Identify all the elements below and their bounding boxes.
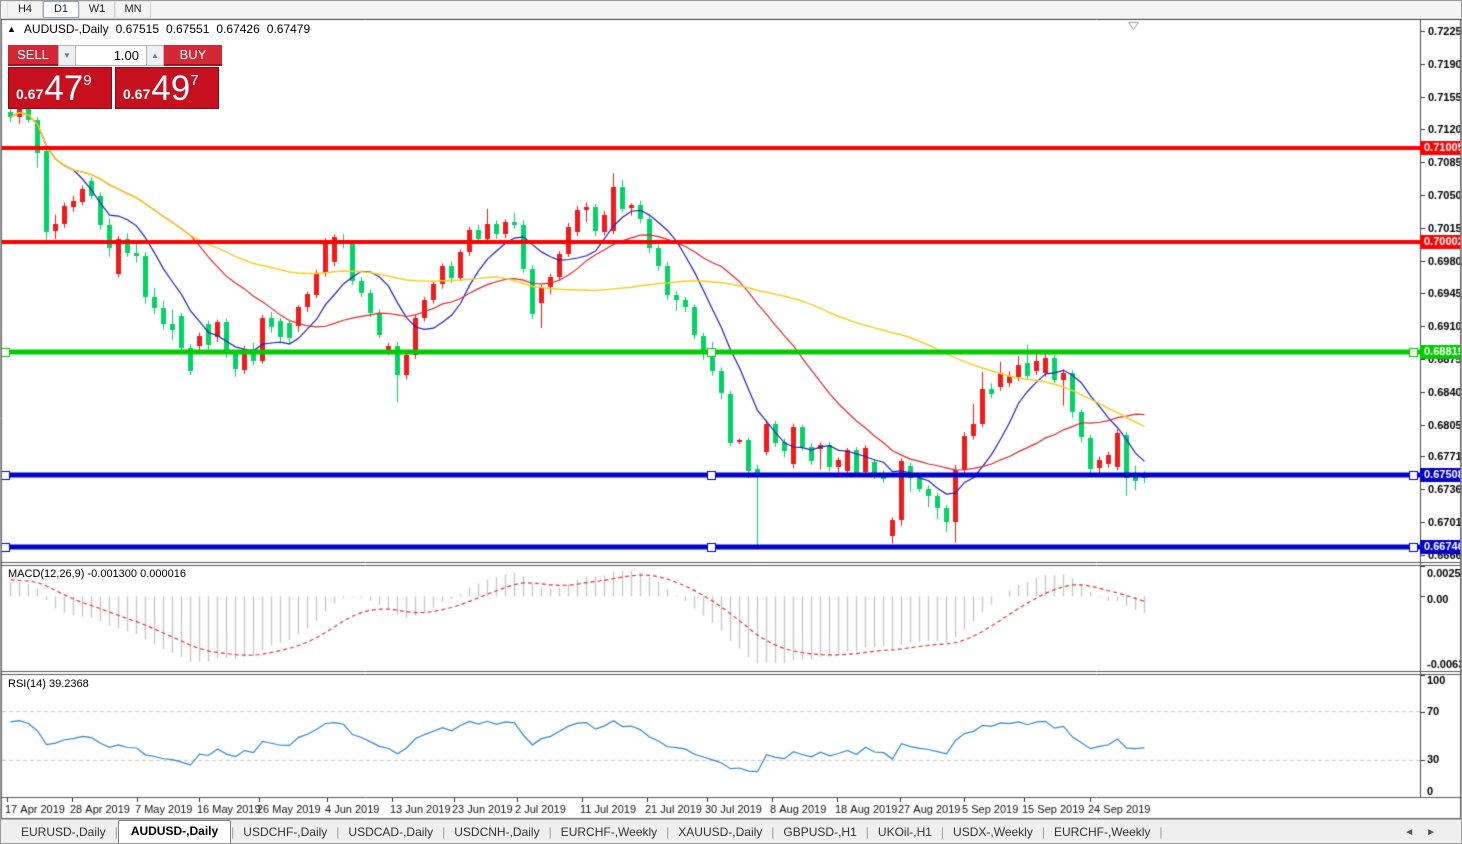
timeframe-toolbar: H4 D1 W1 MN	[0, 0, 1462, 19]
timeframe-h4-button[interactable]: H4	[7, 0, 43, 18]
volume-input[interactable]: 1.00	[76, 45, 146, 66]
tab-separator: |	[940, 825, 945, 839]
tab-eurchf-weekly-2[interactable]: EURCHF-,Weekly	[1053, 825, 1151, 839]
tab-separator: |	[865, 825, 869, 839]
tab-usdcad-daily[interactable]: USDCAD-,Daily	[348, 825, 434, 839]
tab-audusd-daily[interactable]: AUDUSD-,Daily	[117, 820, 232, 844]
tab-separator: |	[114, 825, 118, 839]
sell-price-prefix: 0.67	[16, 86, 44, 102]
chart-symbol-label: AUDUSD-,Daily	[23, 22, 109, 36]
tab-usdcnh-daily[interactable]: USDCNH-,Daily	[454, 825, 540, 839]
tab-ukoil-h1[interactable]: UKOil-,H1	[877, 825, 932, 839]
macd-name: MACD(12,26,9)	[8, 568, 85, 580]
ohlc-close: 0.67479	[266, 22, 311, 36]
buy-price-prefix: 0.67	[123, 86, 151, 102]
tab-gbpusd-h1[interactable]: GBPUSD-,H1	[783, 825, 857, 839]
rsi-name: RSI(14)	[8, 678, 46, 690]
buy-price-main: 49	[151, 69, 191, 108]
tab-separator: |	[771, 825, 775, 839]
tab-separator: |	[231, 825, 235, 839]
ohlc-open: 0.67515	[115, 22, 159, 36]
tab-scroll-right-icon[interactable]: ►	[1426, 827, 1436, 838]
chart-title: ▲ AUDUSD-,Daily 0.67515 0.67551 0.67426 …	[7, 22, 310, 36]
buy-button[interactable]: BUY	[164, 45, 222, 66]
tab-eurchf-weekly[interactable]: EURCHF-,Weekly	[560, 825, 658, 839]
ohlc-low: 0.67426	[216, 22, 260, 36]
tab-separator: |	[442, 825, 446, 839]
tab-xauusd-daily[interactable]: XAUUSD-,Daily	[678, 825, 763, 839]
tab-usdchf-daily[interactable]: USDCHF-,Daily	[243, 825, 328, 839]
tab-separator: |	[336, 825, 340, 839]
tab-scroll-left-icon[interactable]: ◄	[1404, 827, 1415, 838]
tab-usdx-weekly[interactable]: USDX-,Weekly	[953, 825, 1033, 839]
macd-indicator-label: MACD(12,26,9) -0.001300 0.000016	[8, 568, 186, 580]
macd-values: -0.001300 0.000016	[87, 568, 186, 580]
tab-separator: |	[1159, 825, 1163, 839]
buy-price-pip: 7	[190, 72, 199, 89]
volume-increase-button[interactable]: ▲	[146, 45, 164, 66]
tab-eurusd-daily[interactable]: EURUSD-,Daily	[21, 825, 106, 839]
rsi-indicator-label: RSI(14) 39.2368	[8, 678, 89, 690]
rsi-value: 39.2368	[48, 678, 89, 690]
collapse-panel-icon[interactable]: ▲	[7, 24, 16, 34]
ohlc-high: 0.67551	[166, 22, 210, 36]
tab-separator: |	[548, 825, 552, 839]
sell-button[interactable]: SELL	[8, 45, 58, 66]
volume-decrease-button[interactable]: ▼	[58, 45, 76, 66]
sell-price-box[interactable]: 0.67 47 9	[8, 67, 112, 109]
sell-price-pip: 9	[83, 72, 92, 89]
tab-separator: |	[666, 825, 670, 839]
sell-price-main: 47	[44, 69, 84, 108]
tab-separator: |	[1041, 825, 1045, 839]
timeframe-d1-button[interactable]: D1	[43, 0, 79, 18]
timeframe-w1-button[interactable]: W1	[79, 0, 115, 18]
buy-price-box[interactable]: 0.67 49 7	[115, 67, 219, 109]
symbol-tab-bar: EURUSD-,Daily | AUDUSD-,Daily | USDCHF-,Da…	[0, 819, 1462, 844]
timeframe-mn-button[interactable]: MN	[115, 0, 151, 18]
one-click-trade-panel: SELL ▼ 1.00 ▲ BUY 0.67 47 9 0.67 49 7	[8, 45, 222, 109]
